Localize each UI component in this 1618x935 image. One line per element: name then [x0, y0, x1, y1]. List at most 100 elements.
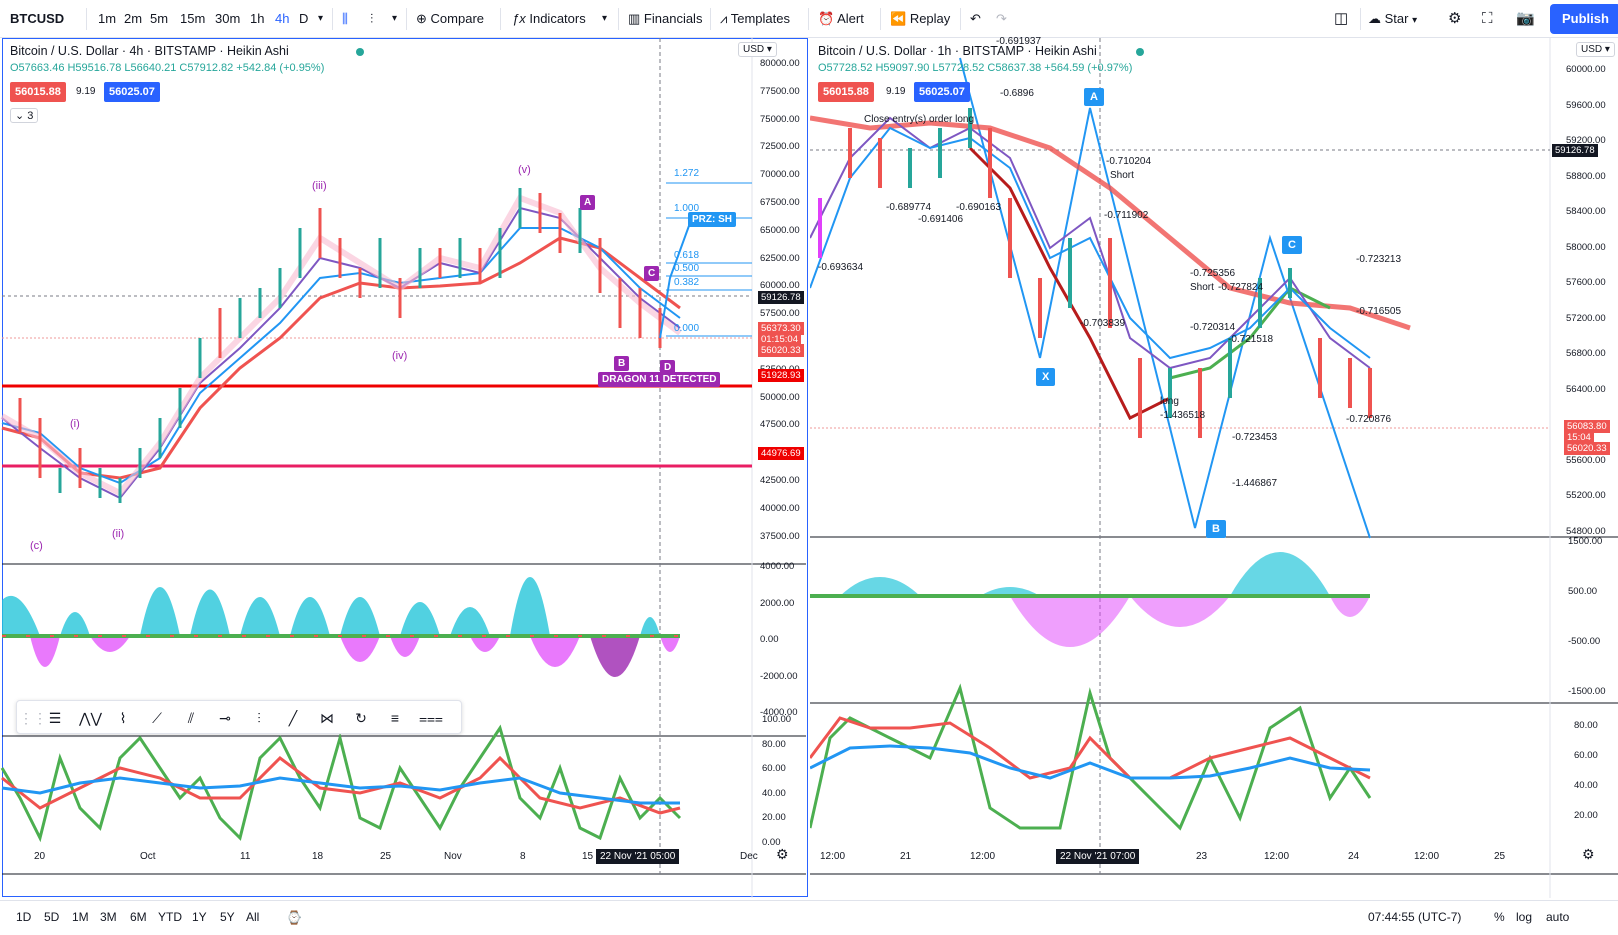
xabcd-point-label: C	[644, 266, 660, 281]
price-tag: 44976.69	[758, 447, 804, 460]
log-toggle[interactable]: log	[1516, 910, 1533, 924]
right-crosshair-time: 22 Nov '21 07:00	[1056, 849, 1140, 864]
range-button-ytd[interactable]: YTD	[158, 910, 182, 924]
wave-label: (iv)	[392, 350, 408, 362]
bar-style-icon[interactable]: ⫶	[370, 11, 374, 26]
drag-handle-icon[interactable]: ⋮⋮	[19, 710, 47, 726]
wave-label: (ii)	[112, 528, 125, 540]
price-tag: 56083.80	[1564, 420, 1610, 433]
abcd-pattern-icon[interactable]: ⋀⋁	[79, 710, 102, 726]
status-dot	[1136, 48, 1144, 56]
channel-icon[interactable]: ⫽	[187, 710, 195, 726]
interval-30m[interactable]: 30m	[215, 11, 241, 26]
interval-5m[interactable]: 5m	[150, 11, 169, 26]
indicator-collapse[interactable]: ⌄ 3	[10, 108, 39, 123]
line-icon[interactable]: ╱	[288, 710, 298, 726]
price-tick-label: 60000.00	[760, 280, 800, 292]
interval-1h[interactable]: 1h	[250, 11, 265, 26]
chevron-down-icon[interactable]: ▾	[392, 13, 398, 24]
publish-button[interactable]: Publish	[1550, 4, 1618, 34]
left-ohlc: O57663.46 H59516.78 L56640.21 C57912.82 …	[10, 62, 325, 74]
gear-icon[interactable]: ⚙	[1448, 10, 1462, 27]
horizontal-lines-icon[interactable]: ☰	[48, 710, 62, 726]
layout-icon[interactable]: ◫	[1334, 10, 1349, 27]
price-tick-label: 57500.00	[760, 308, 800, 320]
range-button-all[interactable]: All	[246, 910, 260, 924]
price-tick-label: 56400.00	[1566, 383, 1606, 395]
price-tag: 59126.78	[758, 291, 804, 304]
interval-4h[interactable]: 4h	[275, 11, 290, 26]
spiral-icon[interactable]: ↻	[355, 710, 367, 726]
time-tick-label: 12:00	[820, 851, 846, 862]
compare-button[interactable]: ⊕ Compare	[416, 0, 484, 38]
wave-label: (c)	[30, 540, 43, 552]
calendar-icon[interactable]: ⌚	[286, 910, 303, 925]
fib-extension-icon[interactable]: ⩶	[419, 710, 443, 726]
chevron-down-icon[interactable]: ▾	[602, 13, 608, 24]
buy-price-button[interactable]: 56025.07	[914, 82, 970, 102]
interval-d[interactable]: D	[299, 11, 309, 26]
gear-icon[interactable]: ⚙	[1582, 846, 1595, 862]
buy-price-button[interactable]: 56025.07	[104, 82, 160, 102]
trend-line-icon[interactable]: ⟋	[152, 710, 162, 726]
osc-tick-label: 4000.00	[760, 561, 795, 572]
currency-select[interactable]: USD ▾	[738, 42, 777, 57]
fib-level-label: 0.000	[674, 323, 700, 334]
undo-icon[interactable]: ↶	[970, 11, 981, 26]
price-tick-label: 57600.00	[1566, 277, 1606, 288]
redo-icon[interactable]: ↷	[996, 11, 1007, 26]
range-button-5y[interactable]: 5Y	[220, 910, 235, 924]
templates-label: Templates	[730, 11, 790, 26]
alert-button[interactable]: ⏰ Alert	[818, 0, 864, 38]
time-tick-label: 21	[900, 851, 912, 862]
chevron-down-icon[interactable]: ▾	[318, 13, 324, 24]
price-tick-label: 55600.00	[1566, 454, 1606, 466]
rsi-tick-label: 20.00	[762, 812, 786, 823]
symbol-search[interactable]: BTCUSD	[10, 11, 65, 26]
percent-toggle[interactable]: %	[1494, 910, 1505, 924]
sell-price-button[interactable]: 56015.88	[818, 82, 874, 102]
financials-button[interactable]: ▥ Financials	[628, 0, 702, 38]
left-chart-canvas[interactable]	[0, 38, 810, 900]
compare-label: Compare	[430, 11, 484, 26]
interval-1m[interactable]: 1m	[98, 11, 117, 26]
candles-icon[interactable]: ⫼	[342, 11, 348, 26]
range-button-1m[interactable]: 1M	[72, 910, 89, 924]
fullscreen-icon[interactable]: ⛶	[1482, 10, 1493, 27]
range-button-1d[interactable]: 1D	[16, 910, 32, 924]
right-chart-canvas[interactable]	[810, 38, 1618, 900]
time-tick-label: 12:00	[970, 851, 996, 862]
range-button-1y[interactable]: 1Y	[192, 910, 207, 924]
right-chart-title: Bitcoin / U.S. Dollar · 1h · BITSTAMP · …	[818, 44, 1097, 58]
interval-15m[interactable]: 15m	[180, 11, 206, 26]
rsi-tick-label: 80.00	[1574, 720, 1598, 731]
divider	[808, 8, 809, 30]
sell-price-button[interactable]: 56015.88	[10, 82, 66, 102]
strategy-annotation: -0.691937	[996, 36, 1042, 47]
clock-display[interactable]: 07:44:55 (UTC-7)	[1368, 910, 1462, 924]
divider	[406, 8, 407, 30]
camera-icon[interactable]: 📷	[1516, 10, 1535, 27]
horizontal-ray-icon[interactable]: ⊸	[219, 710, 231, 726]
fib-retracement-icon[interactable]: ≡	[390, 710, 400, 726]
range-button-6m[interactable]: 6M	[130, 910, 147, 924]
xabcd-pattern-icon[interactable]: ⋈	[320, 710, 334, 726]
price-tick-label: 50000.00	[760, 391, 800, 403]
price-tick-label: 47500.00	[760, 419, 800, 431]
elliott-wave-icon[interactable]: ⌇	[119, 710, 127, 726]
right-crosshair-price: 59126.78	[1552, 144, 1598, 157]
spread-value: 9.19	[886, 86, 906, 97]
auto-toggle[interactable]: auto	[1546, 910, 1570, 924]
osc-tick-label: -4000.00	[760, 707, 798, 718]
range-button-5d[interactable]: 5D	[44, 910, 60, 924]
indicators-button[interactable]: ƒx Indicators	[512, 0, 586, 38]
layout-select[interactable]: ☁ Star ▾	[1368, 0, 1417, 38]
replay-button[interactable]: ⏪ Replay	[890, 0, 950, 38]
osc-tick-label: -500.00	[1568, 636, 1601, 647]
currency-select[interactable]: USD ▾	[1576, 42, 1615, 57]
templates-button[interactable]: ⩘ Templates	[720, 0, 790, 38]
interval-2m[interactable]: 2m	[124, 11, 143, 26]
bars-pattern-icon[interactable]: ⫶	[257, 710, 261, 726]
range-button-3m[interactable]: 3M	[100, 910, 117, 924]
gear-icon[interactable]: ⚙	[776, 846, 789, 862]
